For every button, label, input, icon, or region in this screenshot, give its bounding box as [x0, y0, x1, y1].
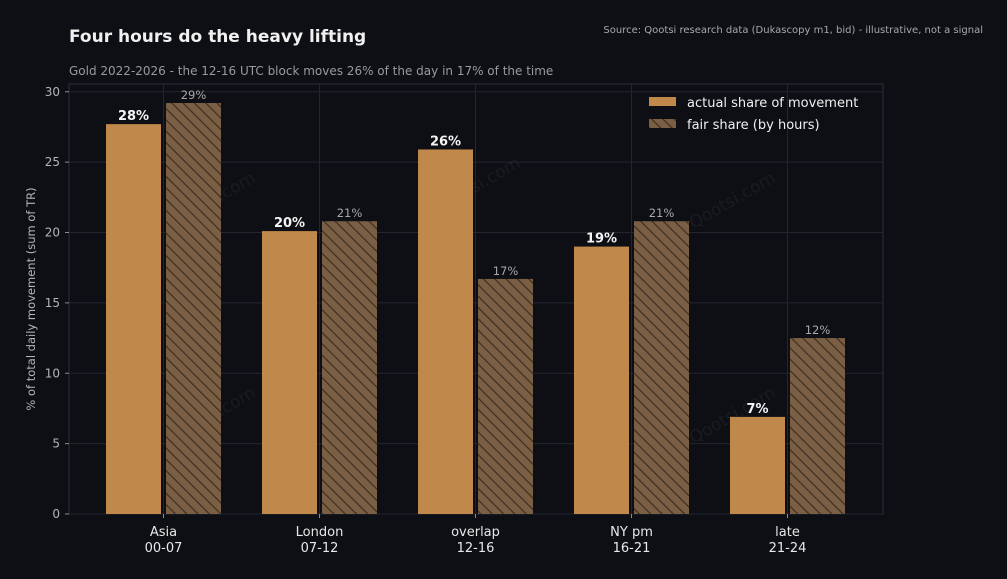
data-label-fair: 17%: [493, 264, 519, 278]
y-axis: 0 5 10 15 20 25 30: [45, 85, 69, 521]
x-tick-sublabel: 12-16: [457, 541, 495, 556]
data-label-actual: 26%: [430, 134, 461, 149]
legend-label-actual: actual share of movement: [687, 96, 858, 111]
chart-title: Four hours do the heavy lifting: [69, 27, 366, 47]
chart-source: Source: Qootsi research data (Dukascopy …: [603, 25, 983, 36]
data-label-actual: 20%: [274, 216, 305, 231]
bar-fair: [478, 278, 533, 514]
bar-actual: [106, 124, 161, 514]
data-label-fair: 21%: [649, 206, 675, 220]
x-tick-label: London: [296, 525, 344, 540]
data-label-actual: 19%: [586, 232, 617, 247]
data-label-fair: 29%: [181, 88, 207, 102]
y-tick-label: 10: [45, 366, 60, 380]
x-tick-label: overlap: [451, 525, 500, 540]
bar-actual: [574, 246, 629, 514]
y-axis-label: % of total daily movement (sum of TR): [24, 187, 38, 410]
bar-actual: [418, 149, 473, 514]
y-tick-label: 15: [45, 296, 60, 310]
x-tick-label: late: [775, 525, 800, 540]
watermark: Qootsi.com: [686, 168, 779, 233]
legend: actual share of movement fair share (by …: [649, 96, 858, 133]
bar-fair: [166, 103, 221, 514]
bar-fair: [322, 221, 377, 515]
x-tick-sublabel: 00-07: [145, 541, 183, 556]
x-tick-sublabel: 07-12: [301, 541, 339, 556]
bar-fair: [790, 338, 845, 514]
chart-subtitle: Gold 2022-2026 - the 12-16 UTC block mov…: [69, 64, 553, 78]
data-label-fair: 21%: [337, 206, 363, 220]
data-label-fair: 12%: [805, 323, 831, 337]
x-tick-label: NY pm: [610, 525, 653, 540]
legend-swatch-actual: [649, 97, 676, 106]
bar-actual: [730, 416, 785, 514]
data-label-actual: 7%: [746, 402, 768, 417]
y-tick-label: 0: [52, 507, 60, 521]
y-tick-label: 5: [52, 437, 60, 451]
y-tick-label: 20: [45, 226, 60, 240]
x-tick-sublabel: 21-24: [769, 541, 807, 556]
bar-fair: [634, 221, 689, 515]
y-tick-label: 30: [45, 85, 60, 99]
x-tick-label: Asia: [150, 525, 177, 540]
bar-labels: 28% 29% 20% 21% 26% 17% 19% 21% 7% 12%: [118, 88, 830, 417]
plot-area: Qootsi.comQootsi.comQootsi.comQootsi.com…: [68, 83, 884, 515]
bars: [106, 103, 845, 515]
x-tick-sublabel: 16-21: [613, 541, 651, 556]
legend-swatch-fair: [649, 119, 676, 128]
bar-actual: [262, 231, 317, 514]
y-tick-label: 25: [45, 155, 60, 169]
legend-label-fair: fair share (by hours): [687, 118, 820, 133]
data-label-actual: 28%: [118, 109, 149, 124]
